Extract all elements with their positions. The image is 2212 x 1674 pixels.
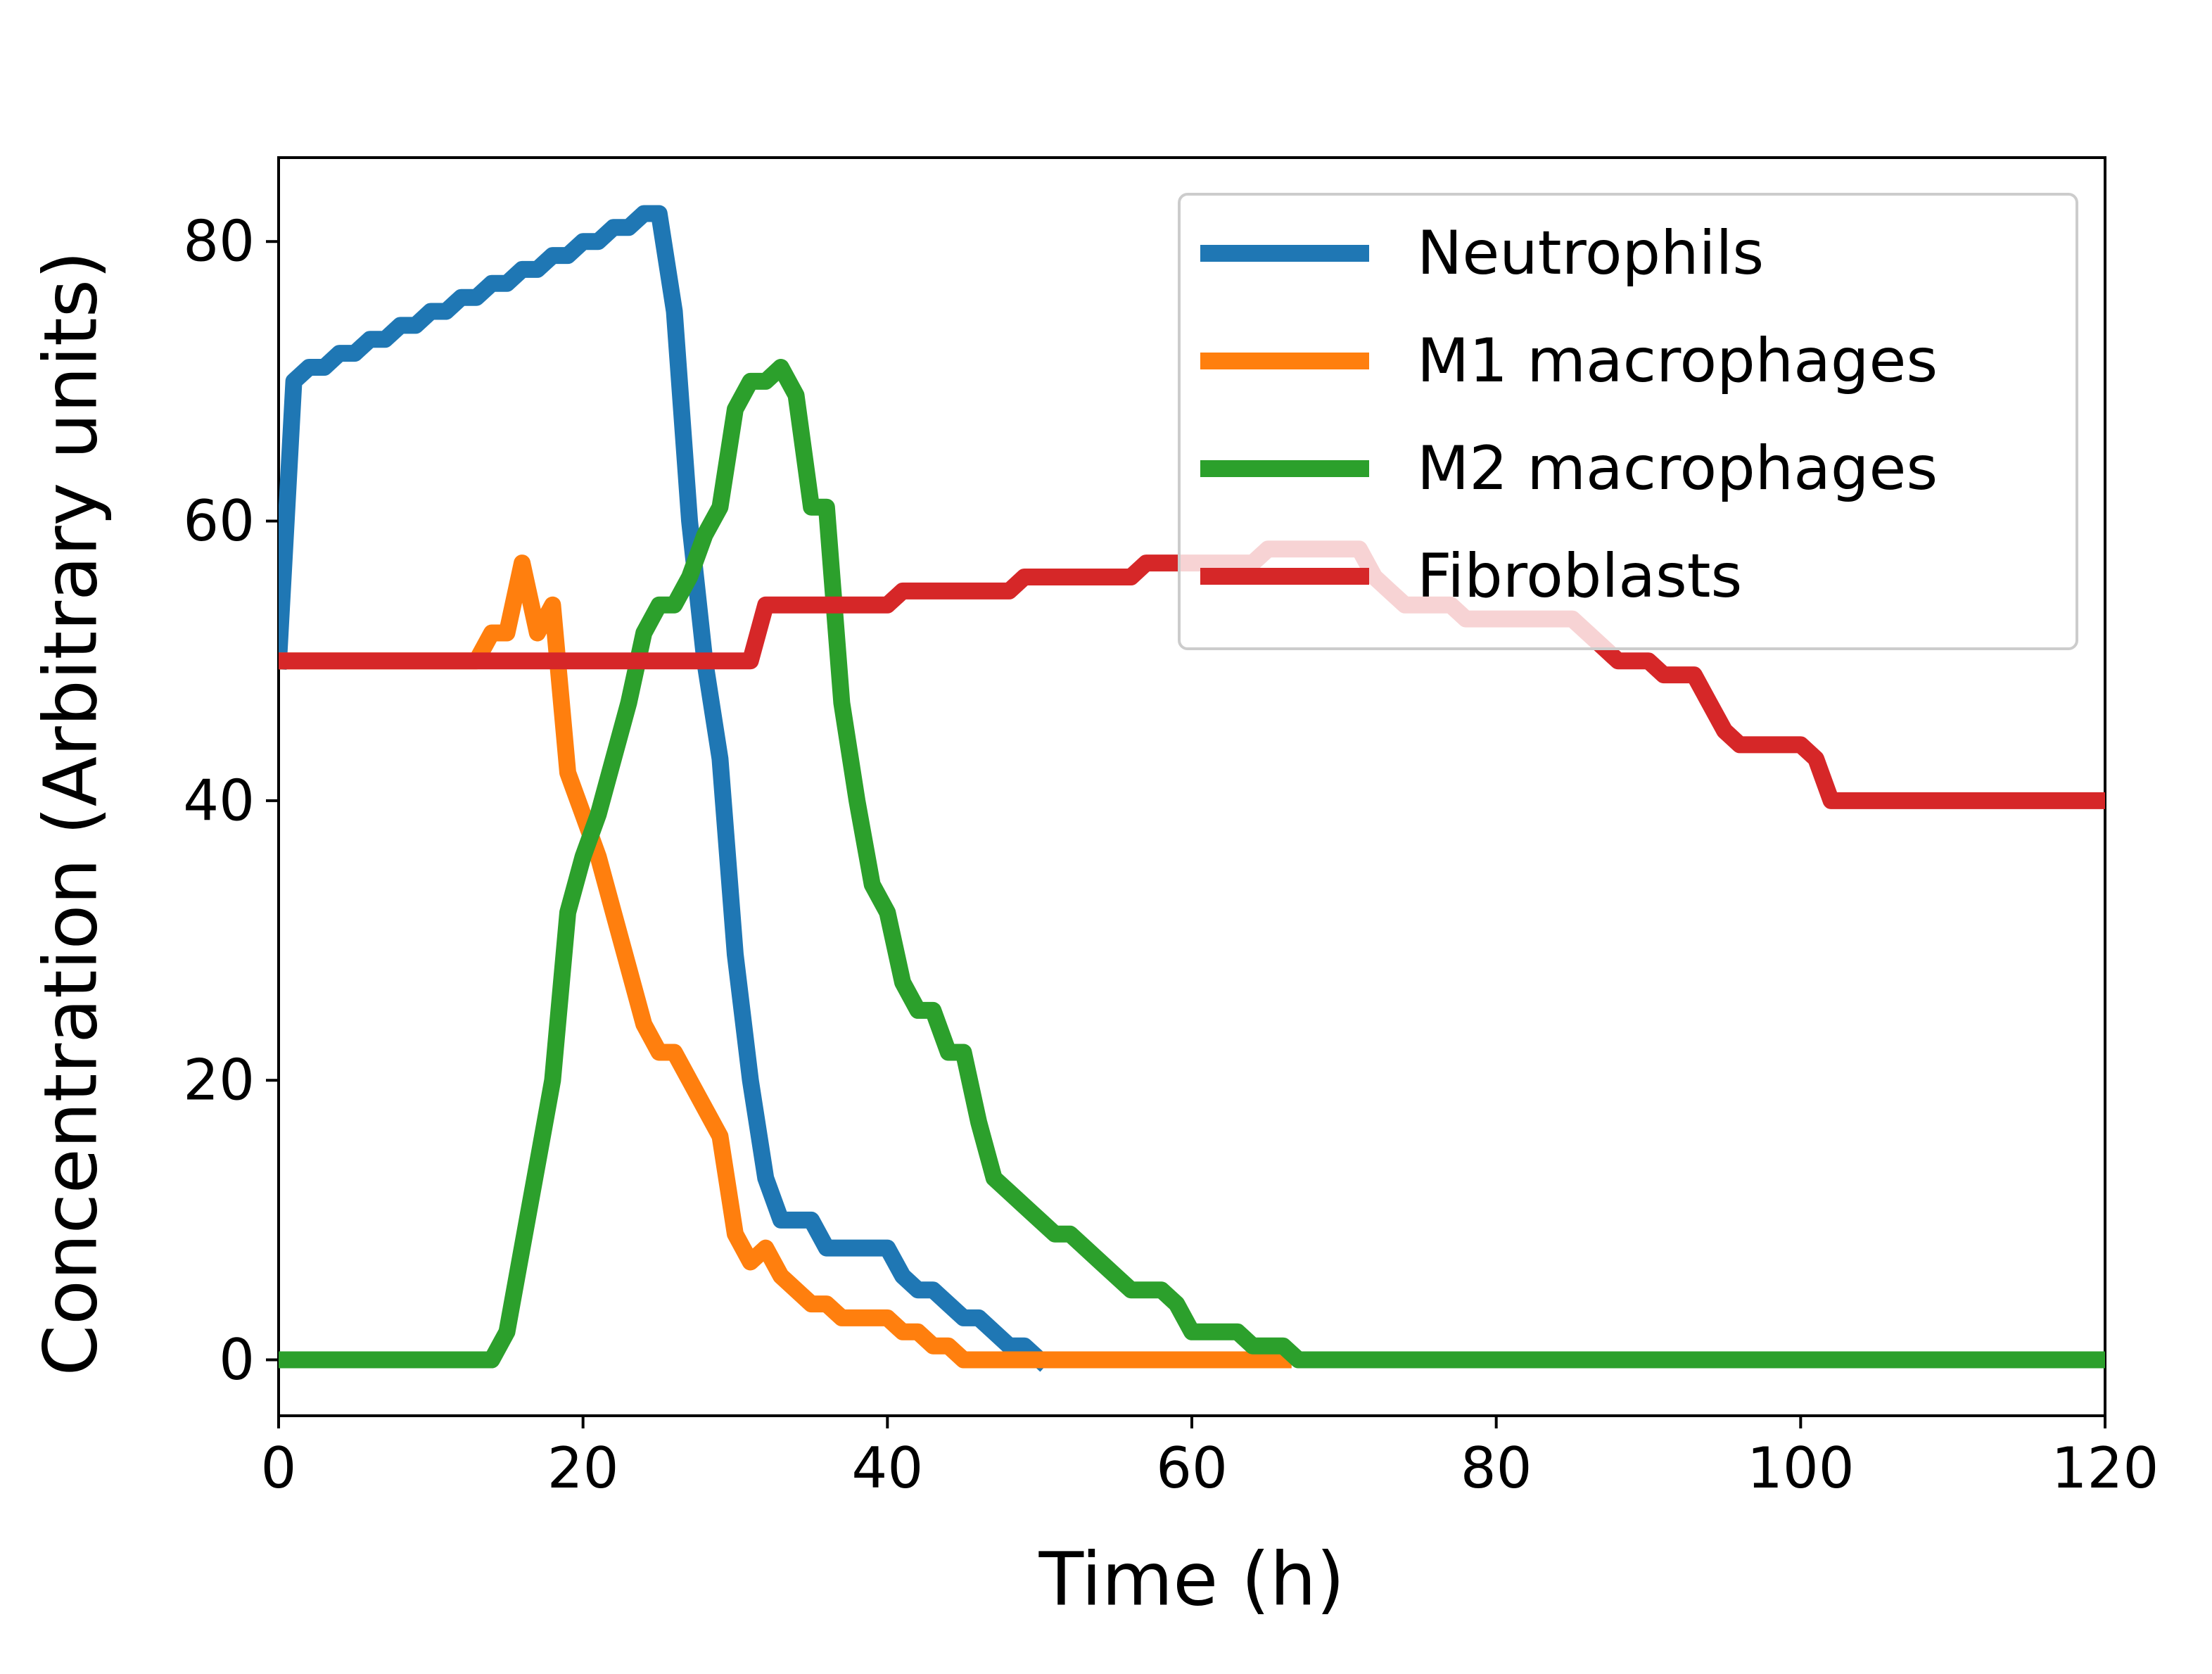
y-axis-title: Concentration (Arbitrary units) xyxy=(27,251,113,1376)
legend-label: M2 macrophages xyxy=(1417,433,1938,504)
legend: Neutrophils M1 macrophages M2 macrophages F… xyxy=(1178,193,2078,650)
y-tick-label: 0 xyxy=(219,1327,255,1393)
plot-area xyxy=(279,205,2105,1372)
x-tick-label: 100 xyxy=(1747,1435,1855,1501)
x-tick-label: 40 xyxy=(851,1435,923,1501)
series-line-m2-macrophages xyxy=(279,359,2105,1369)
legend-box xyxy=(1178,193,2078,650)
y-tick-label: 40 xyxy=(183,768,255,833)
plot-frame xyxy=(277,156,2106,1417)
x-tick-label: 20 xyxy=(547,1435,619,1501)
legend-label: Neutrophils xyxy=(1417,218,1764,288)
series-line-m1-macrophages xyxy=(279,554,1292,1369)
y-tick-label: 20 xyxy=(183,1048,255,1113)
x-tick-label: 60 xyxy=(1156,1435,1228,1501)
series-line-neutrophils xyxy=(279,205,1052,1372)
x-tick-label: 120 xyxy=(2052,1435,2159,1501)
x-tick-label: 0 xyxy=(261,1435,297,1501)
y-tick-label: 80 xyxy=(183,209,255,274)
legend-label: M1 macrophages xyxy=(1417,326,1938,396)
x-axis-title: Time (h) xyxy=(1038,1536,1345,1622)
x-tick-label: 80 xyxy=(1461,1435,1532,1501)
axes: 0 20 40 60 80 100 120 0 20 40 60 80 xyxy=(183,156,2159,1501)
legend-label: Fibroblasts xyxy=(1417,541,1742,611)
y-tick-label: 60 xyxy=(183,488,255,554)
series-group xyxy=(279,205,2105,1372)
